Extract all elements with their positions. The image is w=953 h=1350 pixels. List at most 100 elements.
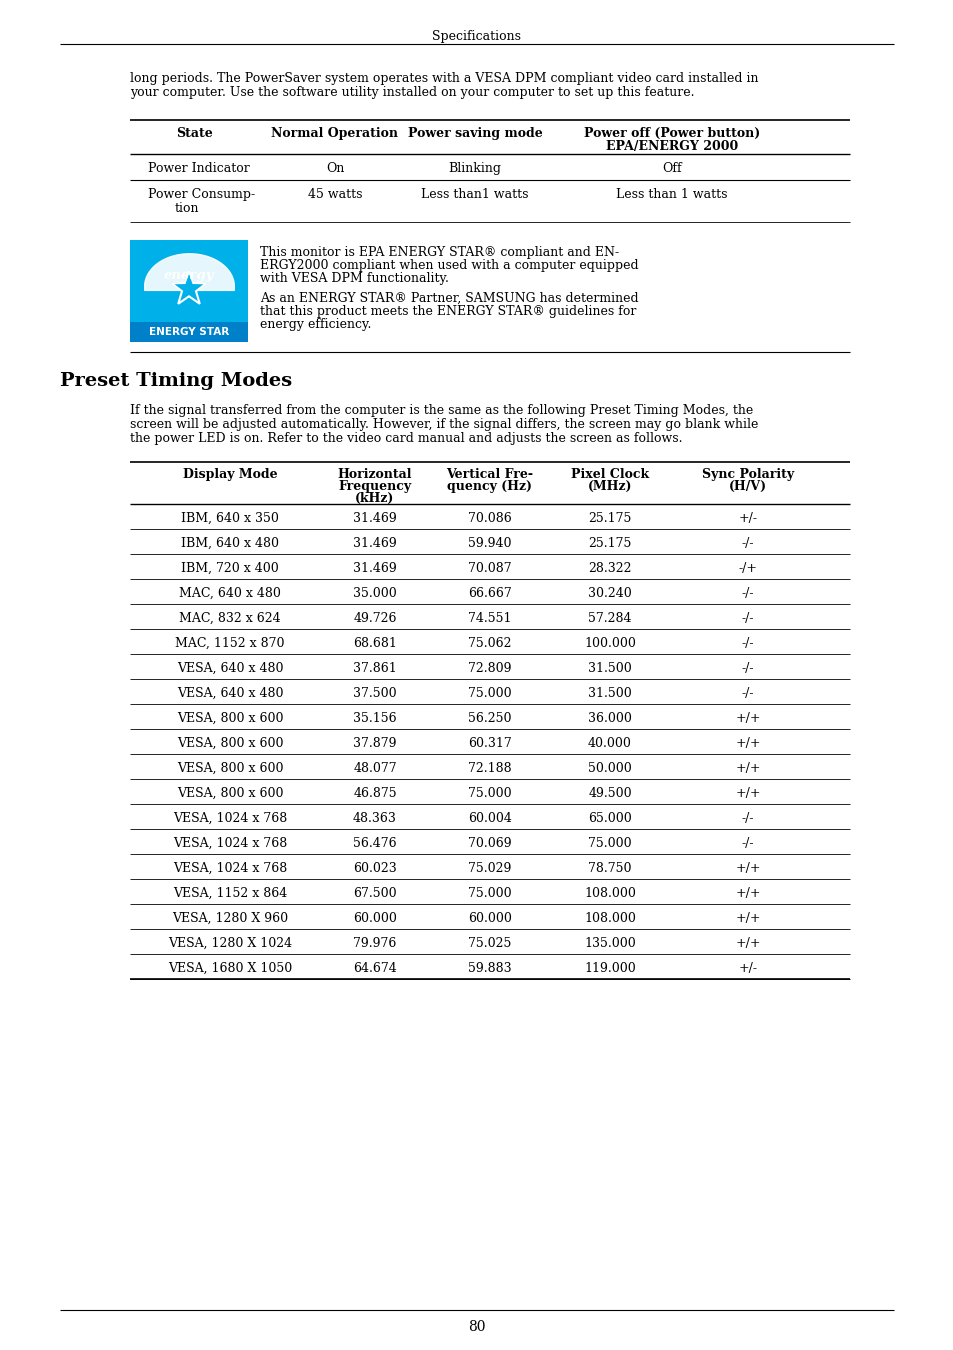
Text: -/-: -/- [741,637,754,649]
Text: 60.000: 60.000 [468,913,512,925]
Text: 66.667: 66.667 [468,587,512,599]
Text: 65.000: 65.000 [587,811,631,825]
Text: 31.469: 31.469 [353,537,396,549]
Text: MAC, 640 x 480: MAC, 640 x 480 [179,587,280,599]
Text: -/-: -/- [741,811,754,825]
Text: 31.500: 31.500 [587,662,631,675]
Text: 49.500: 49.500 [588,787,631,801]
Text: VESA, 1024 x 768: VESA, 1024 x 768 [172,837,287,850]
Text: 108.000: 108.000 [583,913,636,925]
Text: 60.000: 60.000 [353,913,396,925]
Text: screen will be adjusted automatically. However, if the signal differs, the scree: screen will be adjusted automatically. H… [130,418,758,431]
Text: Vertical Fre-: Vertical Fre- [446,468,533,481]
Text: Power Consump-: Power Consump- [148,188,254,201]
Text: +/-: +/- [738,512,757,525]
Text: +/+: +/+ [735,711,760,725]
Text: 37.879: 37.879 [353,737,396,751]
Text: +/+: +/+ [735,787,760,801]
Text: 59.883: 59.883 [468,963,511,975]
Text: energy: energy [164,269,214,282]
Text: 37.861: 37.861 [353,662,396,675]
Text: Less than1 watts: Less than1 watts [421,188,528,201]
Text: 31.500: 31.500 [587,687,631,701]
Text: energy efficiency.: energy efficiency. [260,319,371,331]
Text: 35.000: 35.000 [353,587,396,599]
Text: 75.025: 75.025 [468,937,511,950]
Text: MAC, 832 x 624: MAC, 832 x 624 [179,612,280,625]
Text: VESA, 1680 X 1050: VESA, 1680 X 1050 [168,963,292,975]
Text: -/+: -/+ [738,562,757,575]
Text: IBM, 640 x 480: IBM, 640 x 480 [181,537,278,549]
Text: ERGY2000 compliant when used with a computer equipped: ERGY2000 compliant when used with a comp… [260,259,638,271]
Text: 59.940: 59.940 [468,537,511,549]
Text: 100.000: 100.000 [583,637,636,649]
Text: Pixel Clock: Pixel Clock [570,468,648,481]
Text: 48.363: 48.363 [353,811,396,825]
Text: 25.175: 25.175 [588,537,631,549]
Text: 108.000: 108.000 [583,887,636,900]
Text: 78.750: 78.750 [588,863,631,875]
Text: 31.469: 31.469 [353,562,396,575]
Text: 68.681: 68.681 [353,637,396,649]
Text: 60.004: 60.004 [468,811,512,825]
Text: quency (Hz): quency (Hz) [447,481,532,493]
Text: Blinking: Blinking [448,162,501,176]
Text: Off: Off [661,162,681,176]
Text: Display Mode: Display Mode [182,468,277,481]
Text: +/-: +/- [738,963,757,975]
Text: 75.000: 75.000 [468,787,511,801]
Text: (kHz): (kHz) [355,491,395,505]
Text: 37.500: 37.500 [353,687,396,701]
Text: 35.156: 35.156 [353,711,396,725]
Text: 40.000: 40.000 [587,737,631,751]
Text: VESA, 1024 x 768: VESA, 1024 x 768 [172,811,287,825]
Text: 75.000: 75.000 [588,837,631,850]
Bar [130,323,248,342]
Text: Power off (Power button): Power off (Power button) [583,127,760,140]
Text: 75.029: 75.029 [468,863,511,875]
Text: Power Indicator: Power Indicator [148,162,250,176]
Text: VESA, 800 x 600: VESA, 800 x 600 [176,737,283,751]
Text: tion: tion [174,202,199,215]
Text: -/-: -/- [741,687,754,701]
Text: IBM, 640 x 350: IBM, 640 x 350 [181,512,278,525]
Text: If the signal transferred from the computer is the same as the following Preset : If the signal transferred from the compu… [130,404,753,417]
Text: VESA, 1152 x 864: VESA, 1152 x 864 [172,887,287,900]
Text: State: State [176,127,213,140]
Text: Preset Timing Modes: Preset Timing Modes [60,373,292,390]
Text: -/-: -/- [741,587,754,599]
Text: 74.551: 74.551 [468,612,511,625]
Text: 45 watts: 45 watts [308,188,362,201]
Text: -/-: -/- [741,662,754,675]
Text: Sync Polarity: Sync Polarity [701,468,793,481]
Bar [130,240,248,342]
Text: 56.476: 56.476 [353,837,396,850]
Text: 28.322: 28.322 [588,562,631,575]
Text: As an ENERGY STAR® Partner, SAMSUNG has determined: As an ENERGY STAR® Partner, SAMSUNG has … [260,292,638,305]
Text: -/-: -/- [741,837,754,850]
Text: +/+: +/+ [735,937,760,950]
Text: 79.976: 79.976 [353,937,396,950]
Text: 49.726: 49.726 [353,612,396,625]
Text: 70.069: 70.069 [468,837,511,850]
Text: 25.175: 25.175 [588,512,631,525]
Text: 75.062: 75.062 [468,637,511,649]
Text: 72.809: 72.809 [468,662,511,675]
Text: (H/V): (H/V) [728,481,766,493]
Text: ENERGY STAR: ENERGY STAR [149,327,229,338]
Text: VESA, 640 x 480: VESA, 640 x 480 [176,662,283,675]
Text: with VESA DPM functionality.: with VESA DPM functionality. [260,271,449,285]
Text: 64.674: 64.674 [353,963,396,975]
Text: Specifications: Specifications [432,30,521,43]
Text: 72.188: 72.188 [468,761,511,775]
Polygon shape [172,270,206,304]
Text: 30.240: 30.240 [587,587,631,599]
Text: VESA, 640 x 480: VESA, 640 x 480 [176,687,283,701]
Text: VESA, 800 x 600: VESA, 800 x 600 [176,761,283,775]
Text: 46.875: 46.875 [353,787,396,801]
Text: +/+: +/+ [735,887,760,900]
Text: 48.077: 48.077 [353,761,396,775]
Text: Less than 1 watts: Less than 1 watts [616,188,727,201]
Text: VESA, 800 x 600: VESA, 800 x 600 [176,711,283,725]
Text: Power saving mode: Power saving mode [407,127,542,140]
